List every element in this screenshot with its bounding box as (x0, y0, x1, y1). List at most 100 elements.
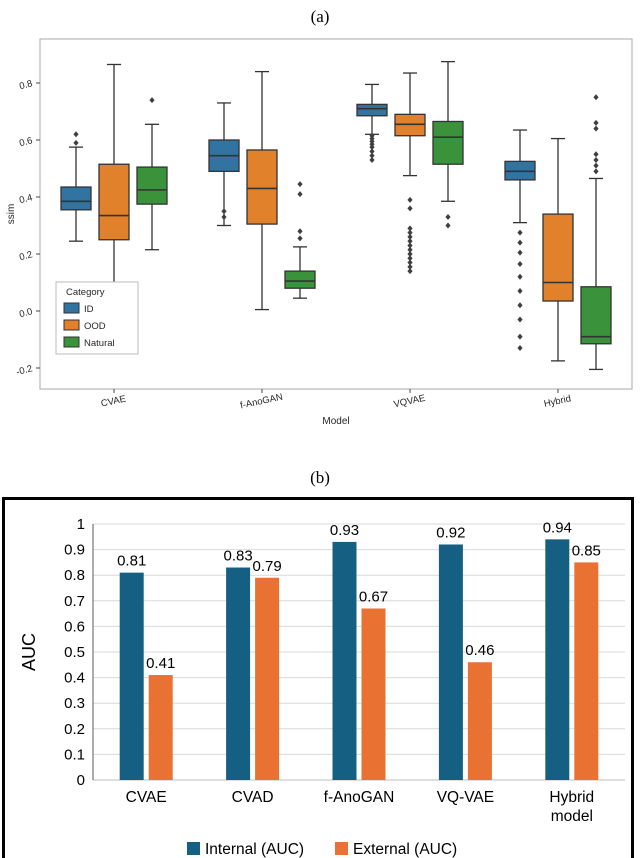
flier (517, 239, 523, 246)
flier (407, 225, 413, 232)
flier (221, 213, 227, 220)
x-tick-label: Hybrid (543, 393, 572, 409)
flier (297, 181, 303, 188)
flier (593, 156, 599, 163)
y-tick-label: 0.1 (64, 746, 85, 763)
y-tick-label: 0.0 (18, 306, 34, 320)
bar-value-label: 0.46 (465, 642, 494, 659)
box-group (432, 60, 464, 229)
flier (407, 268, 413, 275)
box-group (246, 70, 278, 311)
flier (369, 144, 375, 151)
bar-chart: 0 0.1 0.2 0.3 0.4 0.5 0.6 0.7 0.8 0.9 1 AUC 0.81 0.41… (19, 516, 625, 858)
flier (593, 162, 599, 169)
box (284, 270, 316, 289)
bar (332, 541, 357, 780)
flier (369, 148, 375, 155)
bar (574, 562, 599, 780)
flier (297, 228, 303, 235)
flier (517, 273, 523, 280)
legend-label: OOD (84, 321, 106, 332)
flier (517, 288, 523, 295)
bar-value-label: 0.67 (359, 588, 388, 605)
x-category-label: model (551, 808, 593, 825)
legend-swatch (63, 302, 80, 314)
y-tick-label: 0.5 (64, 644, 85, 661)
x-tick-label: f-AnoGAN (239, 392, 284, 412)
legend-label: ID (84, 304, 94, 315)
y-tick-label: 0.8 (64, 567, 85, 584)
flier (407, 255, 413, 262)
bar-value-label: 0.81 (117, 553, 146, 570)
flier (407, 246, 413, 253)
y-tick-label: 0.4 (18, 192, 34, 206)
x-axis-label: Model (322, 416, 349, 427)
y-tick-label: 0.2 (18, 249, 34, 263)
box (542, 213, 574, 302)
box (60, 186, 92, 211)
y-tick-label: 0.8 (18, 78, 34, 92)
box-group (136, 97, 168, 251)
bar-value-label: 0.41 (146, 655, 175, 672)
flier (221, 208, 227, 215)
y-tick-label: 0 (77, 772, 85, 789)
flier (593, 151, 599, 158)
flier (593, 168, 599, 175)
flier (517, 229, 523, 236)
flier (407, 238, 413, 245)
caption-a: (a) (310, 7, 330, 26)
flier (407, 251, 413, 257)
box (136, 166, 168, 205)
box (246, 149, 278, 225)
legend-label: Internal (AUC) (205, 841, 304, 858)
x-tick-label: VQVAE (393, 393, 427, 410)
flier (593, 125, 599, 132)
y-tick-label: 0.4 (64, 670, 85, 687)
legend-label: Natural (84, 338, 115, 349)
box (356, 103, 388, 117)
bar (438, 544, 463, 780)
legend-swatch (187, 842, 200, 855)
bar-value-label: 0.83 (223, 548, 252, 565)
flier (517, 345, 523, 352)
y-tick-label: 0.6 (64, 618, 85, 635)
plot-frame (39, 38, 633, 390)
box-group (356, 83, 388, 163)
bar-value-label: 0.92 (436, 524, 465, 541)
bar-value-label: 0.94 (543, 519, 572, 536)
flier (149, 97, 155, 104)
legend-swatch (63, 319, 80, 331)
legend-swatch (335, 842, 348, 855)
flier (445, 222, 451, 229)
flier (517, 260, 523, 267)
box (432, 120, 464, 165)
y-tick-label: 0.7 (64, 593, 85, 610)
flier (407, 196, 413, 203)
y-axis-label: AUC (19, 633, 39, 671)
flier (517, 333, 523, 340)
flier (369, 152, 375, 159)
box-group (208, 102, 240, 227)
box-group (542, 137, 574, 362)
flier (407, 233, 413, 240)
box (580, 286, 612, 345)
bar (361, 608, 386, 780)
bar-value-label: 0.85 (572, 542, 601, 559)
flier (73, 139, 79, 146)
flier (517, 249, 523, 256)
bar-value-label: 0.93 (330, 522, 359, 539)
bar (148, 675, 173, 780)
y-tick-label: 0.6 (18, 135, 34, 149)
box-group (60, 131, 92, 242)
x-category-label: CVAE (126, 789, 167, 806)
x-category-label: VQ-VAE (437, 789, 494, 806)
box-group (284, 181, 316, 299)
bar (255, 577, 280, 780)
box (98, 163, 130, 241)
flier (593, 94, 599, 101)
flier (407, 205, 413, 212)
flier (73, 131, 79, 138)
caption-b: (b) (310, 468, 330, 487)
box-group (98, 63, 130, 308)
